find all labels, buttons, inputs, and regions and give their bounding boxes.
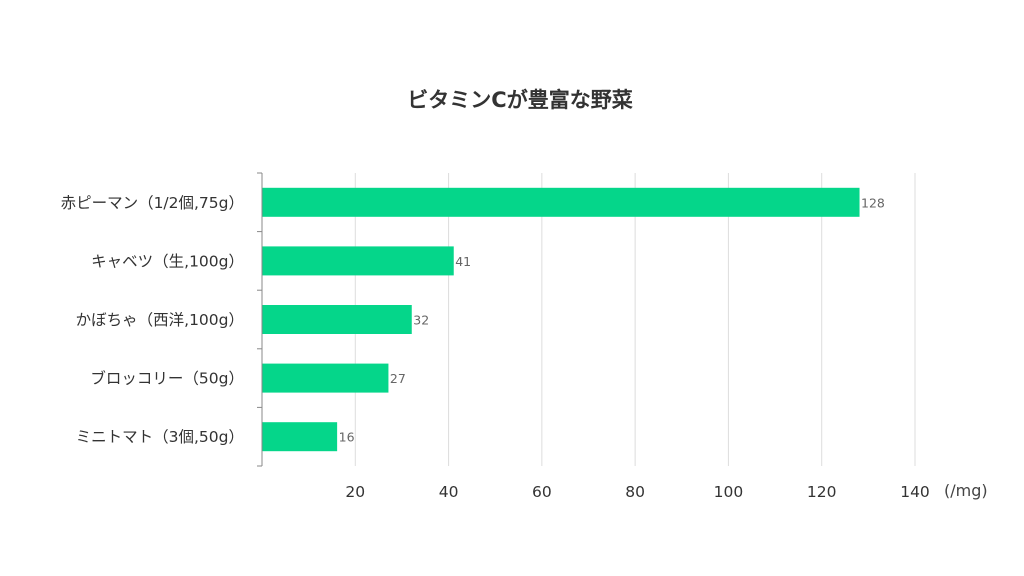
gridlines: [354, 173, 916, 466]
data-label: 41: [455, 254, 471, 269]
data-label: 32: [413, 313, 429, 328]
x-tick-label: 120: [807, 483, 837, 501]
x-tick-label: 20: [345, 483, 365, 501]
data-label: 27: [390, 371, 406, 386]
bar: [262, 187, 860, 217]
category-label: キャベツ（生,100g）: [91, 252, 244, 270]
category-label: 赤ピーマン（1/2個,75g）: [61, 194, 244, 212]
x-axis-unit-label: (/mg): [944, 481, 988, 500]
bars: [262, 187, 860, 452]
chart-title: ビタミンCが豊富な野菜: [407, 88, 633, 112]
data-label: 128: [861, 195, 885, 210]
bar: [262, 305, 412, 334]
bar: [262, 422, 338, 452]
x-tick-label: 100: [714, 483, 744, 501]
x-tick-label: 60: [532, 483, 552, 501]
category-label: ブロッコリー（50g）: [90, 369, 244, 388]
bar: [262, 246, 454, 276]
x-tick-label: 140: [900, 483, 930, 501]
y-axis: [257, 172, 263, 467]
x-tick-label: 80: [625, 483, 645, 501]
category-label: ミニトマト（3個,50g）: [76, 428, 244, 446]
x-tick-label: 40: [439, 483, 459, 501]
labels: 20 40 60 80 100 120 140 赤ピーマン（1/2個,75g） 128 キャベツ（…: [61, 194, 930, 501]
bar: [262, 363, 389, 393]
data-label: 16: [339, 430, 355, 445]
category-label: かぼちゃ（西洋,100g）: [76, 311, 244, 329]
